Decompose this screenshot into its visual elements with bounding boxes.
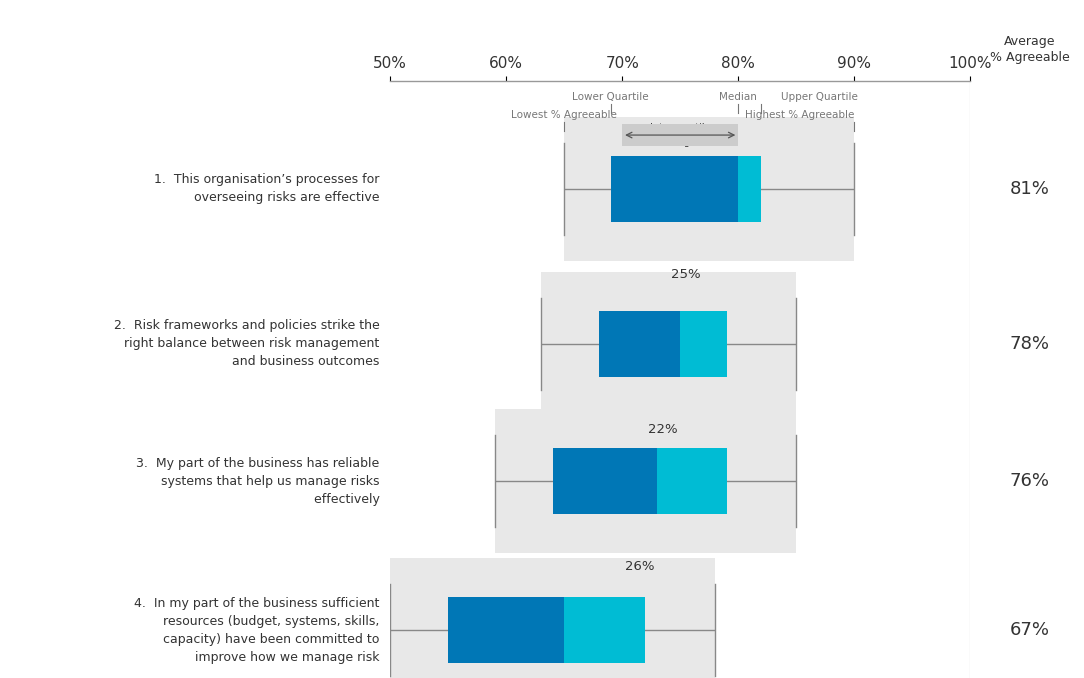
Text: Lower Quartile: Lower Quartile (572, 92, 649, 102)
Text: 25%: 25% (671, 268, 701, 281)
Bar (553, 448, 657, 514)
Text: 3.  My part of the business has reliable
    systems that help us manage risks
 : 3. My part of the business has reliable … (137, 456, 379, 506)
Text: 76%: 76% (1010, 472, 1049, 490)
Text: Upper Quartile: Upper Quartile (780, 92, 857, 102)
Bar (390, 558, 715, 678)
Bar (449, 597, 564, 663)
Text: Average
% Agreeable: Average % Agreeable (990, 35, 1070, 64)
Bar (610, 156, 738, 222)
Bar (541, 272, 796, 416)
Text: 22%: 22% (648, 423, 678, 436)
Text: 81%: 81% (1010, 180, 1049, 198)
Text: Interquartile: Interquartile (650, 123, 710, 134)
Text: Highest % Agreeable: Highest % Agreeable (745, 110, 854, 120)
Text: Range: Range (664, 137, 696, 147)
Bar (599, 311, 681, 377)
Text: Lowest % Agreeable: Lowest % Agreeable (512, 110, 617, 120)
Text: 78%: 78% (1010, 335, 1049, 353)
Bar (738, 156, 761, 222)
Text: 2.  Risk frameworks and policies strike the
    right balance between risk manag: 2. Risk frameworks and policies strike t… (108, 319, 379, 368)
Bar (564, 117, 854, 261)
Text: 1.  This organisation’s processes for
    overseeing risks are effective: 1. This organisation’s processes for ove… (154, 174, 379, 204)
Text: 4.  In my part of the business sufficient
    resources (budget, systems, skills: 4. In my part of the business sufficient… (134, 597, 379, 664)
Bar (681, 311, 726, 377)
Bar (657, 448, 726, 514)
Bar (564, 597, 645, 663)
Text: Median: Median (720, 92, 757, 102)
Text: 67%: 67% (1010, 621, 1049, 639)
Text: 26%: 26% (624, 561, 655, 574)
Bar (622, 124, 738, 146)
Bar (494, 409, 796, 553)
